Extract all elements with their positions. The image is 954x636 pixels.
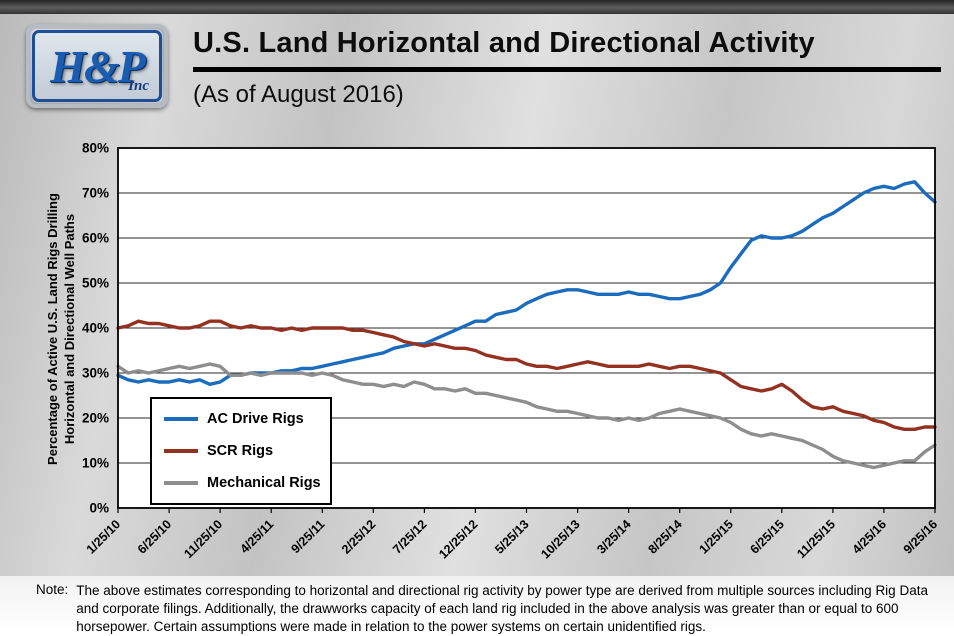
chart: 0% 10% 20% 30% 40% 50% 60% 70% 80% 1/25/10 6/25/10…	[0, 130, 954, 576]
svg-text:70%: 70%	[82, 186, 109, 201]
svg-text:50%: 50%	[82, 276, 109, 291]
svg-text:10%: 10%	[82, 456, 109, 471]
svg-text:6/25/15: 6/25/15	[748, 517, 787, 556]
slide-title: U.S. Land Horizontal and Directional Act…	[193, 27, 815, 59]
legend-swatch-ac	[164, 417, 198, 421]
y-axis-label: Percentage of Active U.S. Land Rigs Dril…	[44, 149, 80, 509]
y-axis-label-line1: Percentage of Active U.S. Land Rigs Dril…	[45, 193, 60, 465]
svg-text:6/25/10: 6/25/10	[135, 517, 174, 556]
svg-text:8/25/14: 8/25/14	[645, 517, 684, 556]
svg-text:1/25/15: 1/25/15	[697, 517, 736, 556]
legend-item: Mechanical Rigs	[164, 475, 321, 491]
note: Note: The above estimates corresponding …	[0, 576, 954, 634]
svg-text:7/25/12: 7/25/12	[390, 517, 429, 556]
legend: AC Drive Rigs SCR Rigs Mechanical Rigs	[150, 397, 332, 505]
title-underline	[193, 67, 941, 72]
svg-text:3/25/14: 3/25/14	[594, 517, 633, 556]
y-axis-label-line2: Horizontal and Directional Well Paths	[62, 213, 77, 445]
top-strip	[0, 0, 954, 14]
svg-text:10/25/13: 10/25/13	[538, 517, 582, 561]
svg-text:0%: 0%	[89, 501, 109, 516]
legend-label: SCR Rigs	[207, 443, 274, 459]
svg-text:9/25/16: 9/25/16	[901, 517, 940, 556]
hp-logo-inc-text: Inc	[128, 78, 149, 94]
note-label: Note:	[36, 582, 69, 597]
svg-text:40%: 40%	[82, 321, 109, 336]
title-block: U.S. Land Horizontal and Directional Act…	[193, 27, 941, 109]
svg-text:1/25/10: 1/25/10	[84, 517, 123, 556]
svg-text:11/25/15: 11/25/15	[794, 517, 838, 561]
hp-logo: H&P Inc	[26, 24, 168, 108]
svg-text:60%: 60%	[82, 231, 109, 246]
svg-text:9/25/11: 9/25/11	[289, 517, 328, 556]
svg-text:12/25/12: 12/25/12	[436, 517, 480, 561]
legend-label: Mechanical Rigs	[207, 475, 321, 491]
svg-text:4/25/16: 4/25/16	[850, 517, 889, 556]
hp-logo-text: H&P	[50, 40, 146, 92]
legend-swatch-scr	[164, 449, 198, 453]
svg-text:20%: 20%	[82, 411, 109, 426]
svg-text:2/25/12: 2/25/12	[339, 517, 378, 556]
legend-swatch-mech	[164, 481, 198, 485]
svg-text:4/25/11: 4/25/11	[237, 517, 276, 556]
svg-text:5/25/13: 5/25/13	[492, 517, 531, 556]
note-text: The above estimates corresponding to hor…	[76, 583, 928, 634]
legend-item: AC Drive Rigs	[164, 411, 318, 427]
hp-logo-frame: H&P Inc	[32, 30, 162, 102]
slide-subtitle: (As of August 2016)	[193, 81, 404, 108]
svg-text:80%: 80%	[82, 141, 109, 156]
svg-text:11/25/10: 11/25/10	[181, 517, 225, 561]
svg-text:30%: 30%	[82, 366, 109, 381]
legend-label: AC Drive Rigs	[207, 411, 304, 427]
chart-plot-svg: 0% 10% 20% 30% 40% 50% 60% 70% 80% 1/25/10 6/25/10…	[82, 141, 940, 562]
legend-item: SCR Rigs	[164, 443, 318, 459]
